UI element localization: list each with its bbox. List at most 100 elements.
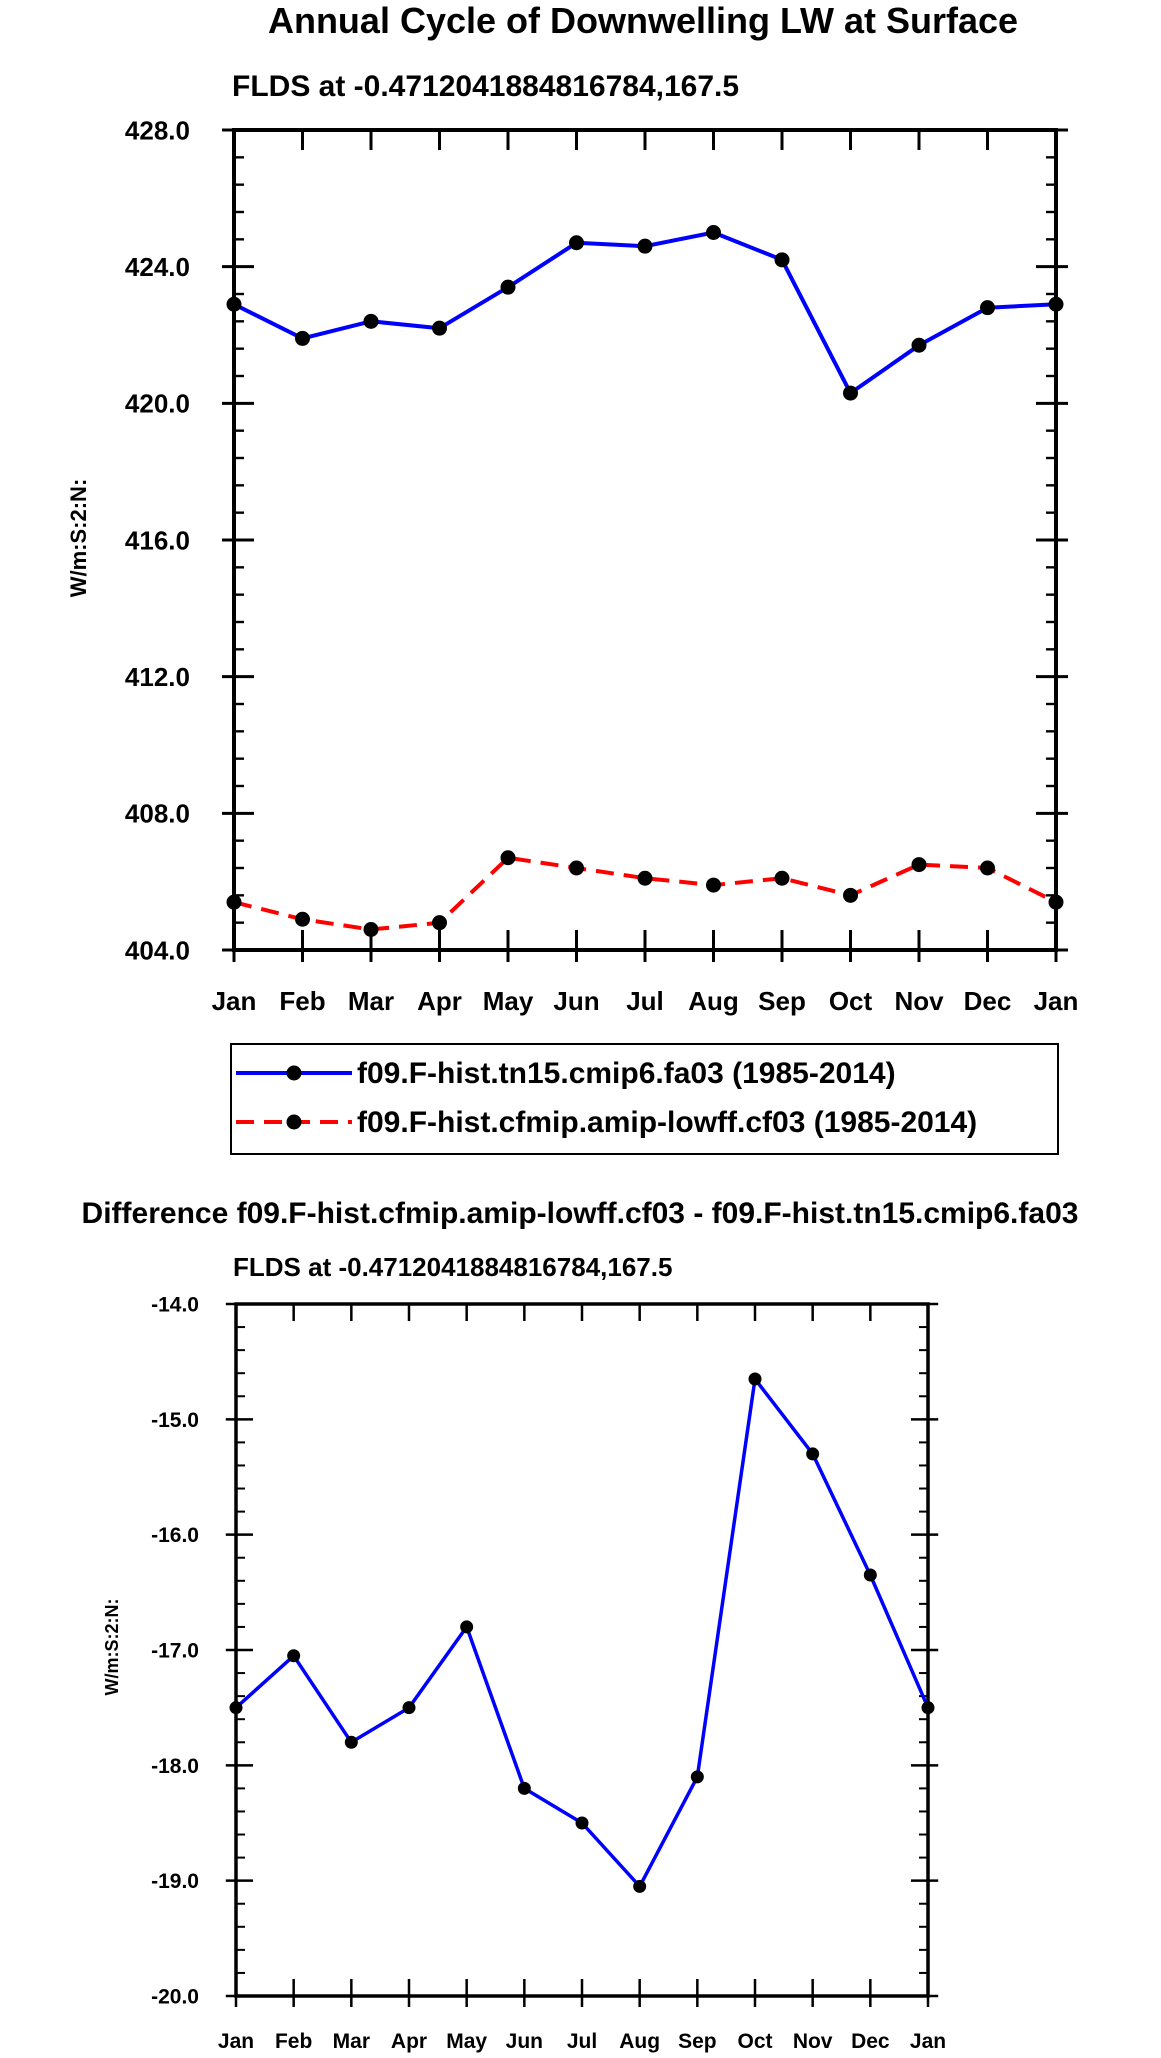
bottom-series-1-point: [806, 1447, 820, 1461]
top-series-1-point: [500, 279, 516, 295]
top-series-1-point: [980, 300, 995, 316]
legend-swatch-marker: [286, 1065, 302, 1081]
bottom-chart-title: Difference f09.F-hist.cfmip.amip-lowff.c…: [82, 1197, 1079, 1230]
top-series-2-point: [843, 887, 858, 903]
top-series-2-point: [637, 870, 653, 886]
top-series-1-point: [432, 320, 447, 336]
bottom-series-1-point: [402, 1701, 416, 1715]
y-tick-label: 408.0: [125, 799, 190, 829]
bottom-chart-series: [229, 1372, 935, 1893]
top-series-2-point: [432, 915, 447, 931]
top-series-1-point: [706, 225, 721, 240]
x-tick-label: May: [446, 2030, 487, 2053]
y-tick-label: 416.0: [125, 525, 190, 555]
top-series-line-2: [233, 855, 1057, 932]
x-tick-label: May: [483, 986, 534, 1016]
top-chart-subtitle: FLDS at -0.4712041884816784,167.5: [232, 70, 739, 103]
top-series-1-point: [1048, 296, 1064, 312]
top-series-2-point: [774, 870, 790, 886]
x-tick-label: Feb: [275, 2030, 312, 2053]
top-chart-legend: f09.F-hist.tn15.cmip6.fa03 (1985-2014) f…: [230, 1043, 1059, 1155]
x-tick-label: Nov: [894, 986, 944, 1016]
x-tick-label: Dec: [851, 2030, 890, 2053]
bottom-series-1-point: [690, 1770, 704, 1784]
top-chart-series: [226, 225, 1064, 937]
top-series-2-point: [911, 857, 927, 873]
top-series-2-point: [569, 860, 584, 876]
x-tick-label: Oct: [829, 986, 873, 1016]
y-tick-label: -16.0: [151, 1524, 199, 1547]
x-tick-label: Jun: [553, 986, 599, 1016]
bottom-series-1-point: [748, 1372, 762, 1386]
bottom-series-1-point: [229, 1701, 243, 1715]
bottom-series-1-point: [460, 1620, 474, 1634]
bottom-chart-subtitle: FLDS at -0.4712041884816784,167.5: [233, 1252, 672, 1282]
top-series-2-point: [295, 911, 310, 927]
x-tick-label: Nov: [793, 2030, 833, 2053]
top-series-2-point: [500, 850, 516, 866]
x-tick-label: Mar: [348, 986, 394, 1016]
y-tick-label: 412.0: [125, 662, 190, 692]
x-tick-label: Sep: [678, 2030, 717, 2053]
top-series-1-point: [911, 337, 927, 353]
top-series-1-point: [569, 235, 584, 251]
x-tick-label: Mar: [333, 2030, 370, 2053]
top-chart-title: Annual Cycle of Downwelling LW at Surfac…: [268, 0, 1018, 41]
legend-label-series-1: f09.F-hist.tn15.cmip6.fa03 (1985-2014): [357, 1057, 896, 1090]
y-tick-label: -20.0: [151, 1986, 199, 2009]
y-tick-label: 404.0: [125, 935, 190, 965]
x-tick-label: Jul: [626, 986, 664, 1016]
top-series-2-point: [226, 894, 242, 910]
legend-swatch-marker: [286, 1114, 302, 1130]
x-tick-label: Aug: [619, 2030, 660, 2053]
bottom-series-1-point: [863, 1568, 877, 1582]
top-series-2-point: [980, 860, 995, 876]
x-tick-label: Feb: [279, 986, 325, 1016]
top-chart: Annual Cycle of Downwelling LW at Surfac…: [66, 0, 1078, 1016]
top-series-2-point: [1048, 894, 1064, 910]
y-tick-label: -17.0: [151, 1640, 199, 1663]
top-series-2-point: [363, 922, 379, 937]
top-series-1-point: [295, 330, 310, 346]
bottom-chart-ylabel: W/m:S:2:N:: [102, 1599, 122, 1696]
legend-label-series-2: f09.F-hist.cfmip.amip-lowff.cf03 (1985-2…: [357, 1106, 977, 1139]
bottom-series-line-1: [234, 1377, 930, 1889]
x-tick-label: Aug: [688, 986, 739, 1016]
legend-box: [230, 1043, 1059, 1155]
x-tick-label: Jan: [212, 986, 257, 1016]
top-series-1-point: [637, 238, 653, 254]
x-tick-label: Jan: [910, 2030, 946, 2053]
y-tick-label: 424.0: [125, 252, 190, 282]
y-tick-label: -18.0: [151, 1755, 199, 1778]
bottom-series-1-point: [517, 1781, 531, 1795]
top-series-1-point: [774, 252, 790, 268]
top-chart-ylabel: W/m:S:2:N:: [66, 479, 91, 598]
top-series-1-point: [843, 385, 858, 401]
x-tick-label: Jan: [218, 2030, 254, 2053]
x-tick-label: Apr: [391, 2030, 427, 2053]
bottom-chart-ticks: Jan Feb Mar Apr May Jun Jul Aug Sep Oct Nov Dec Jan-…: [151, 1294, 946, 2053]
y-tick-label: 428.0: [125, 115, 190, 145]
top-series-1-point: [226, 296, 242, 312]
y-tick-label: -19.0: [151, 1870, 199, 1893]
top-series-1-point: [363, 313, 379, 329]
x-tick-label: Jul: [567, 2030, 597, 2053]
bottom-series-1-point: [575, 1816, 589, 1830]
x-tick-label: Jun: [506, 2030, 543, 2053]
x-tick-label: Jan: [1034, 986, 1079, 1016]
x-tick-label: Dec: [964, 986, 1012, 1016]
top-series-line-1: [233, 230, 1057, 396]
bottom-series-1-point: [344, 1735, 358, 1749]
y-tick-label: -15.0: [151, 1409, 199, 1432]
x-tick-label: Sep: [758, 986, 806, 1016]
y-tick-label: 420.0: [125, 389, 190, 419]
top-chart-ticks: Jan Feb Mar Apr May Jun Jul Aug Sep Oct Nov Dec Jan 4…: [125, 115, 1078, 1016]
bottom-series-1-point: [921, 1701, 935, 1715]
bottom-chart: Difference f09.F-hist.cfmip.amip-lowff.c…: [82, 1197, 1079, 2053]
bottom-series-1-point: [633, 1879, 647, 1893]
x-tick-label: Oct: [737, 2030, 772, 2053]
y-tick-label: -14.0: [151, 1294, 199, 1317]
bottom-series-1-point: [287, 1649, 301, 1663]
top-series-2-point: [706, 877, 721, 893]
